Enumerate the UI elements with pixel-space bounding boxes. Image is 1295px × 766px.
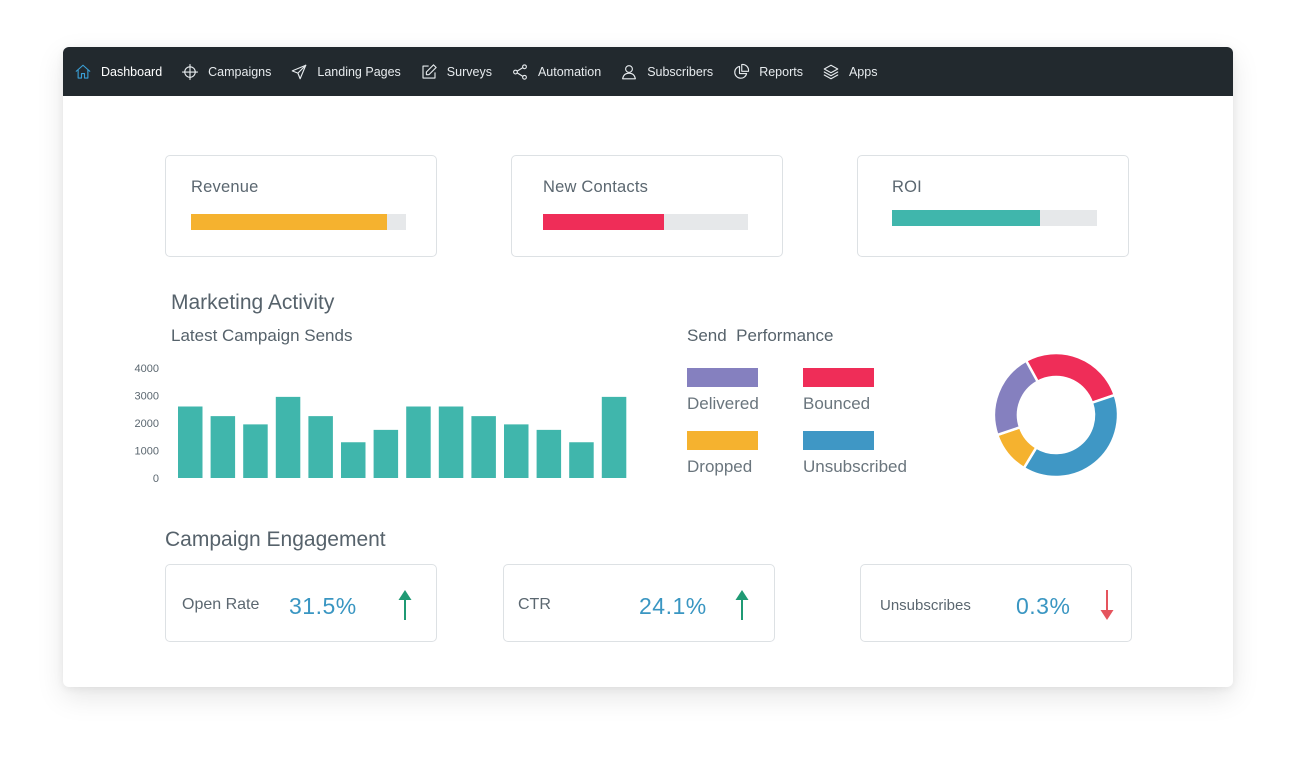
- nav-item-label: Automation: [537, 64, 602, 79]
- nav-item-label: Dashboard: [101, 64, 163, 79]
- revenue-progress-bar: [191, 214, 406, 230]
- legend-swatch: [803, 368, 874, 387]
- bar: [569, 442, 594, 478]
- nav-item-subscribers[interactable]: Subscribers: [620, 63, 713, 81]
- bar: [308, 416, 333, 478]
- home-icon: [75, 64, 91, 79]
- pie-chart-icon: [734, 63, 750, 79]
- nav-item-dashboard[interactable]: Dashboard: [74, 63, 162, 81]
- legend-swatch: [803, 431, 874, 450]
- progress-fill: [892, 210, 1040, 226]
- metric-value: 31.5%: [289, 593, 357, 619]
- nav-item-surveys[interactable]: Surveys: [420, 63, 492, 81]
- legend-label: Dropped: [687, 457, 753, 476]
- new-contacts-progress-bar: [543, 214, 748, 230]
- crosshair-icon: [182, 63, 199, 80]
- bar: [275, 396, 301, 478]
- legend-bounced: Bounced: [803, 368, 874, 414]
- nav-item-automation[interactable]: Automation: [511, 63, 601, 81]
- trend-up-arrow-icon: [398, 590, 412, 620]
- donut-slice: [1024, 351, 1117, 405]
- latest-campaign-sends-heading: Latest Campaign Sends: [171, 326, 353, 345]
- legend-unsubscribed: Unsubscribed: [803, 431, 907, 477]
- kpi-label: ROI: [892, 178, 922, 196]
- send-performance-donut-chart: [992, 351, 1120, 479]
- trend-down-arrow-icon: [1100, 590, 1114, 620]
- send-performance-heading: Send Performance: [687, 326, 834, 345]
- roi-progress-bar: [892, 210, 1097, 226]
- new-contacts-card: New Contacts: [511, 155, 783, 257]
- legend-label: Unsubscribed: [803, 457, 907, 476]
- unsubscribes-card: Unsubscribes 0.3%: [860, 564, 1132, 642]
- legend-dropped: Dropped: [687, 431, 758, 477]
- legend-label: Delivered: [687, 394, 759, 413]
- y-axis-tick-label: 3000: [135, 391, 159, 403]
- donut-slice: [1022, 393, 1120, 479]
- nav-item-label: Apps: [848, 64, 878, 79]
- nav-item-label: Surveys: [446, 64, 492, 79]
- bar: [406, 406, 431, 478]
- metric-value: 24.1%: [639, 593, 707, 619]
- nav-item-label: Subscribers: [647, 64, 714, 79]
- top-navigation-bar: Dashboard Campaigns Landing Pages Survey…: [63, 47, 1233, 96]
- bar: [601, 396, 627, 478]
- metric-label: Unsubscribes: [880, 597, 971, 614]
- donut-slice: [992, 358, 1040, 437]
- bar: [504, 424, 529, 478]
- legend-swatch: [687, 368, 758, 387]
- y-axis-tick-label: 0: [153, 473, 159, 485]
- revenue-card: Revenue: [165, 155, 437, 257]
- nav-item-apps[interactable]: Apps: [822, 63, 878, 81]
- bar: [210, 416, 236, 478]
- nav-item-reports[interactable]: Reports: [732, 63, 803, 81]
- bar: [536, 429, 562, 478]
- user-icon: [622, 64, 637, 79]
- nav-item-landing-pages[interactable]: Landing Pages: [290, 63, 401, 81]
- app-window: Dashboard Campaigns Landing Pages Survey…: [63, 47, 1233, 687]
- metric-label: Open Rate: [182, 596, 260, 613]
- layers-icon: [823, 64, 839, 79]
- legend-swatch: [687, 431, 758, 450]
- nav-item-label: Landing Pages: [317, 64, 401, 79]
- nav-item-campaigns[interactable]: Campaigns: [181, 63, 271, 81]
- campaign-engagement-heading: Campaign Engagement: [165, 528, 386, 551]
- edit-icon: [422, 63, 437, 79]
- bar: [438, 406, 464, 478]
- nav-item-label: Reports: [759, 64, 803, 79]
- bar: [373, 429, 399, 478]
- bar: [243, 424, 268, 478]
- trend-up-arrow-icon: [735, 590, 749, 620]
- metric-value: 0.3%: [1016, 593, 1071, 619]
- send-icon: [292, 64, 307, 79]
- progress-fill: [543, 214, 664, 230]
- y-axis-tick-label: 1000: [135, 446, 159, 458]
- legend-delivered: Delivered: [687, 368, 759, 414]
- metric-label: CTR: [518, 596, 551, 613]
- bar: [471, 416, 496, 478]
- share-icon: [513, 63, 527, 80]
- open-rate-card: Open Rate 31.5%: [165, 564, 437, 642]
- kpi-label: Revenue: [191, 178, 259, 196]
- campaign-sends-bar-chart: 4000 3000 2000 1000 0: [135, 363, 627, 485]
- bar: [341, 442, 366, 478]
- y-axis-tick-label: 2000: [135, 418, 159, 430]
- y-axis-tick-label: 4000: [135, 363, 159, 375]
- progress-fill: [191, 214, 387, 230]
- legend-label: Bounced: [803, 394, 871, 413]
- kpi-label: New Contacts: [543, 178, 649, 196]
- nav-item-label: Campaigns: [208, 64, 272, 79]
- bar: [178, 406, 203, 478]
- ctr-card: CTR 24.1%: [503, 564, 775, 642]
- roi-card: ROI: [857, 155, 1129, 257]
- marketing-activity-heading: Marketing Activity: [171, 291, 335, 314]
